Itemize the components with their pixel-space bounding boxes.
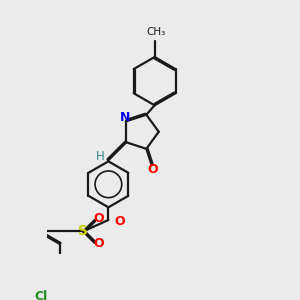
- Text: O: O: [93, 238, 104, 250]
- Text: H: H: [96, 150, 105, 163]
- Text: S: S: [78, 224, 88, 239]
- Text: CH₃: CH₃: [146, 28, 165, 38]
- Text: N: N: [120, 111, 130, 124]
- Text: O: O: [148, 163, 158, 176]
- Text: Cl: Cl: [34, 290, 47, 300]
- Text: O: O: [114, 214, 125, 228]
- Text: O: O: [93, 212, 104, 225]
